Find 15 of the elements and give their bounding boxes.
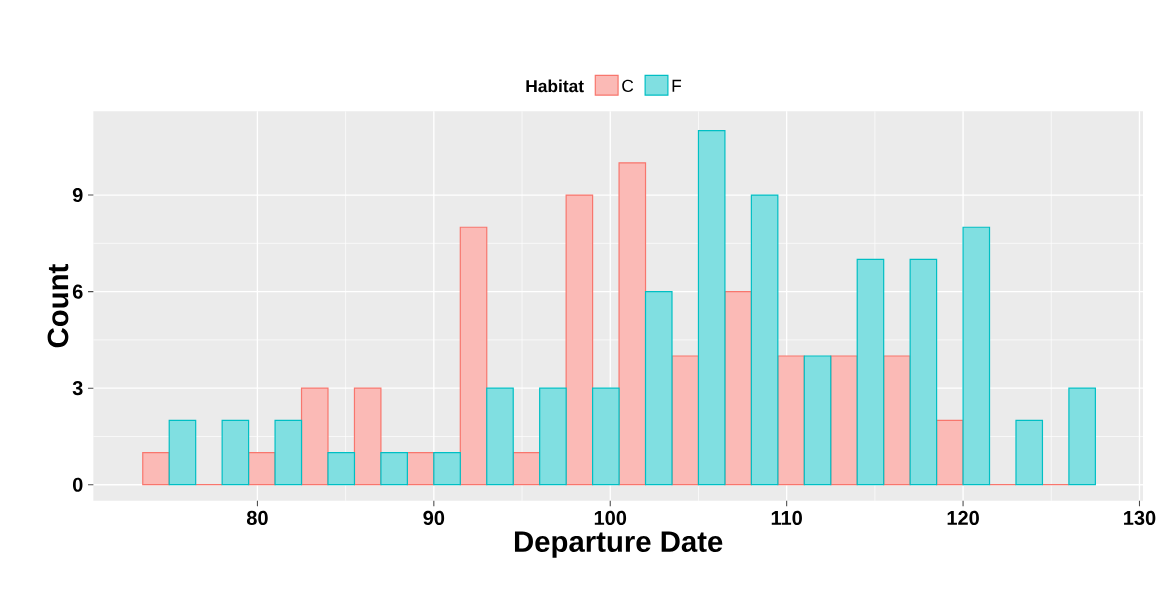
x-axis-title: Departure Date: [514, 531, 723, 558]
y-tick-label: 0: [72, 477, 83, 492]
x-tick-label: 110: [771, 510, 802, 525]
x-tick-label: 90: [423, 510, 445, 525]
y-tick-label: 6: [72, 284, 83, 299]
legend-label: C: [622, 79, 634, 92]
x-tick-label: 80: [246, 510, 268, 525]
x-tick-label: 120: [947, 510, 979, 525]
x-tick-label: 130: [1124, 510, 1156, 525]
y-tick-label: 3: [72, 380, 83, 396]
y-axis-title: Count: [47, 263, 69, 348]
y-tick-label: 9: [72, 187, 83, 203]
legend-title: Habitat: [526, 79, 584, 93]
x-tick-label: 100: [594, 510, 627, 525]
legend-label: F: [672, 79, 682, 92]
